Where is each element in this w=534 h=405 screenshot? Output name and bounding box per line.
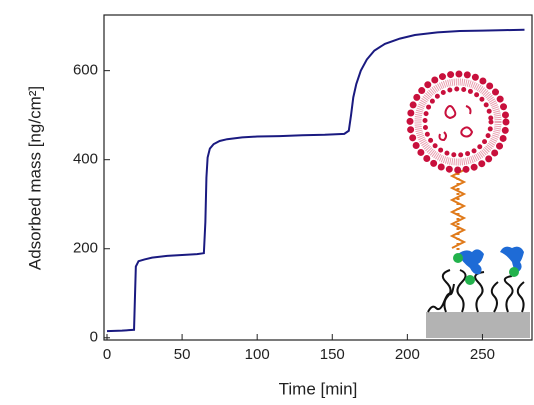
x-tick-label: 200 xyxy=(395,346,420,363)
protein xyxy=(458,249,484,275)
y-tick-label: 200 xyxy=(73,240,98,257)
dna-helix xyxy=(449,169,467,249)
x-tick-label: 250 xyxy=(470,346,495,363)
protein xyxy=(500,246,524,272)
binding-site xyxy=(465,275,475,285)
polymer-brush xyxy=(427,269,525,313)
binding-site xyxy=(453,253,463,263)
illustration xyxy=(406,70,530,338)
liposome-inner xyxy=(422,86,494,158)
y-tick-label: 600 xyxy=(73,62,98,79)
data-line xyxy=(106,28,525,333)
y-axis-label: Adsorbed mass [ng/cm²] xyxy=(25,86,44,270)
x-tick-label: 150 xyxy=(320,346,345,363)
cargo xyxy=(438,105,474,142)
x-tick-label: 100 xyxy=(245,346,270,363)
liposome-outer xyxy=(406,70,510,174)
x-axis-label: Time [min] xyxy=(279,379,358,398)
binding-site xyxy=(509,267,519,277)
substrate xyxy=(426,312,530,338)
plot-frame xyxy=(103,14,533,341)
y-tick-label: 0 xyxy=(90,329,98,346)
liposome-bilayer xyxy=(414,78,502,166)
x-tick-label: 50 xyxy=(174,346,191,363)
y-tick-label: 400 xyxy=(73,151,98,168)
x-tick-label: 0 xyxy=(103,346,111,363)
